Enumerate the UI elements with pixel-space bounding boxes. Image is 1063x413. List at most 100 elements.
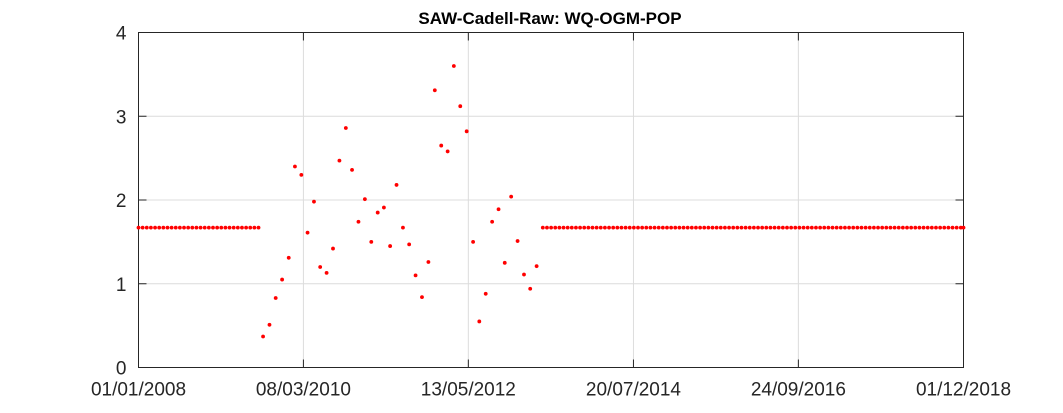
data-point <box>299 172 304 177</box>
data-point <box>582 225 587 230</box>
data-point <box>809 225 814 230</box>
data-point <box>244 225 248 230</box>
data-point <box>211 225 215 230</box>
data-point <box>913 225 918 230</box>
data-point <box>401 225 405 230</box>
data-point <box>574 225 578 230</box>
data-point <box>950 225 955 230</box>
data-point <box>586 225 591 230</box>
data-point <box>859 225 864 230</box>
x-tick-label: 08/03/2010 <box>256 380 351 401</box>
data-point <box>182 225 186 230</box>
data-point <box>458 104 463 109</box>
data-point <box>534 264 539 269</box>
data-point <box>822 225 827 230</box>
data-point <box>685 225 690 230</box>
data-point <box>557 225 562 230</box>
data-point <box>876 225 880 230</box>
data-points <box>136 64 966 339</box>
data-point <box>426 260 431 264</box>
data-point <box>665 225 669 230</box>
data-point <box>946 225 951 230</box>
data-point <box>934 225 938 230</box>
data-point <box>751 225 756 230</box>
data-point <box>375 210 380 215</box>
data-point <box>743 225 748 230</box>
data-point <box>896 225 901 230</box>
data-point <box>331 246 335 251</box>
data-point <box>826 225 831 230</box>
data-point <box>652 225 657 230</box>
data-point <box>157 225 162 230</box>
data-point <box>240 225 244 230</box>
data-point <box>252 225 257 230</box>
data-point <box>413 273 418 278</box>
data-point <box>961 225 966 230</box>
data-point <box>640 225 645 230</box>
data-point <box>223 225 228 230</box>
data-point <box>954 225 959 230</box>
data-point <box>256 225 261 230</box>
data-point <box>382 205 386 210</box>
data-point <box>280 277 285 282</box>
data-point <box>369 239 374 244</box>
data-point <box>706 225 711 230</box>
data-point <box>515 239 520 243</box>
data-point <box>407 242 412 247</box>
data-point <box>603 225 607 230</box>
data-point <box>644 225 649 230</box>
data-point <box>219 225 224 230</box>
data-point <box>702 225 707 230</box>
data-point <box>165 225 170 230</box>
data-point <box>888 225 893 230</box>
data-point <box>362 197 367 202</box>
data-point <box>801 225 806 230</box>
data-point <box>607 225 611 230</box>
y-tick-label: 0 <box>116 359 127 380</box>
data-point <box>464 129 469 134</box>
data-point <box>248 225 253 230</box>
data-point <box>880 225 885 230</box>
data-point <box>905 225 909 230</box>
data-point <box>611 225 616 230</box>
x-tick-label: 01/12/2018 <box>916 380 1011 401</box>
data-point <box>496 207 501 212</box>
data-point <box>286 255 291 260</box>
data-point <box>445 149 450 154</box>
data-point <box>938 225 943 230</box>
data-point <box>206 225 211 230</box>
data-point <box>838 225 843 230</box>
y-tick-label: 3 <box>116 107 127 128</box>
data-point <box>929 225 934 230</box>
data-point <box>439 143 444 148</box>
y-tick-label: 1 <box>116 275 127 296</box>
data-point <box>343 126 348 130</box>
data-point <box>735 225 740 230</box>
data-point <box>660 225 665 230</box>
data-point <box>305 230 310 235</box>
data-point <box>545 225 549 230</box>
data-point <box>727 225 731 230</box>
data-point <box>776 225 781 230</box>
data-point <box>153 225 157 230</box>
data-point <box>656 225 661 230</box>
data-point <box>490 219 495 224</box>
data-point <box>673 225 678 230</box>
data-point <box>917 225 922 230</box>
data-point <box>851 225 856 230</box>
data-point <box>714 225 719 230</box>
data-point <box>144 225 149 230</box>
data-point <box>756 225 760 230</box>
data-point <box>509 194 514 199</box>
data-point <box>772 225 777 230</box>
data-point <box>648 225 653 230</box>
data-point <box>594 225 599 230</box>
data-point <box>805 225 810 230</box>
data-point <box>169 225 174 230</box>
x-tick-label: 01/01/2008 <box>91 380 186 401</box>
data-point <box>780 225 785 230</box>
data-point <box>760 225 765 230</box>
data-point <box>553 225 558 230</box>
data-point <box>420 295 424 300</box>
